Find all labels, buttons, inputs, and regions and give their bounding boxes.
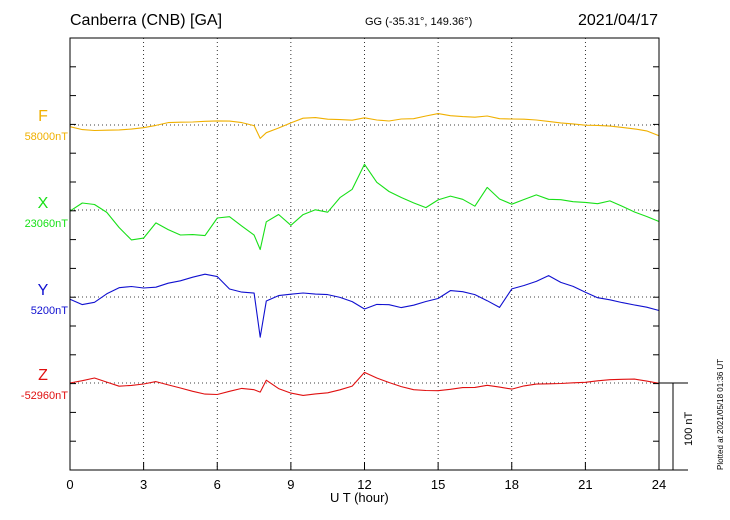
scale-bar xyxy=(659,382,688,471)
series-line-x xyxy=(69,163,660,251)
label-y-component: Y xyxy=(37,282,49,299)
x-tick-label: 0 xyxy=(66,477,73,492)
baseline-z: -52960nT xyxy=(20,390,68,402)
series-lines xyxy=(69,113,660,396)
x-tick-label: 3 xyxy=(140,477,147,492)
x-tick-label: 12 xyxy=(357,477,371,492)
baseline-f: 58000nT xyxy=(24,131,68,143)
baseline-x: 23060nT xyxy=(24,218,68,230)
x-tick-label: 6 xyxy=(214,477,221,492)
label-f-component: F xyxy=(38,108,48,125)
series-line-f xyxy=(69,113,660,139)
label-x-component: X xyxy=(37,195,49,212)
plot-date: 2021/04/17 xyxy=(578,12,659,29)
x-tick-label: 15 xyxy=(431,477,445,492)
baseline-y: 5200nT xyxy=(30,305,68,317)
x-tick-label: 18 xyxy=(505,477,519,492)
series-line-z xyxy=(69,371,660,396)
x-ticks: 0 3 6 9 12 15 18 21 24 xyxy=(66,37,666,492)
station-title: Canberra (CNB) [GA] xyxy=(70,12,223,29)
x-tick-label: 21 xyxy=(578,477,592,492)
grid xyxy=(70,38,659,470)
scale-bar-label: 100 nT xyxy=(683,411,695,446)
station-coordinates: GG (-35.31°, 149.36°) xyxy=(365,16,473,28)
label-z-component: Z xyxy=(38,367,48,384)
series-line-y xyxy=(69,273,660,338)
x-tick-label: 9 xyxy=(287,477,294,492)
plotted-timestamp: Plotted at 2021/05/18 01:36 UT xyxy=(716,358,725,470)
x-axis-label: U T (hour) xyxy=(330,490,389,505)
x-tick-label: 24 xyxy=(652,477,666,492)
